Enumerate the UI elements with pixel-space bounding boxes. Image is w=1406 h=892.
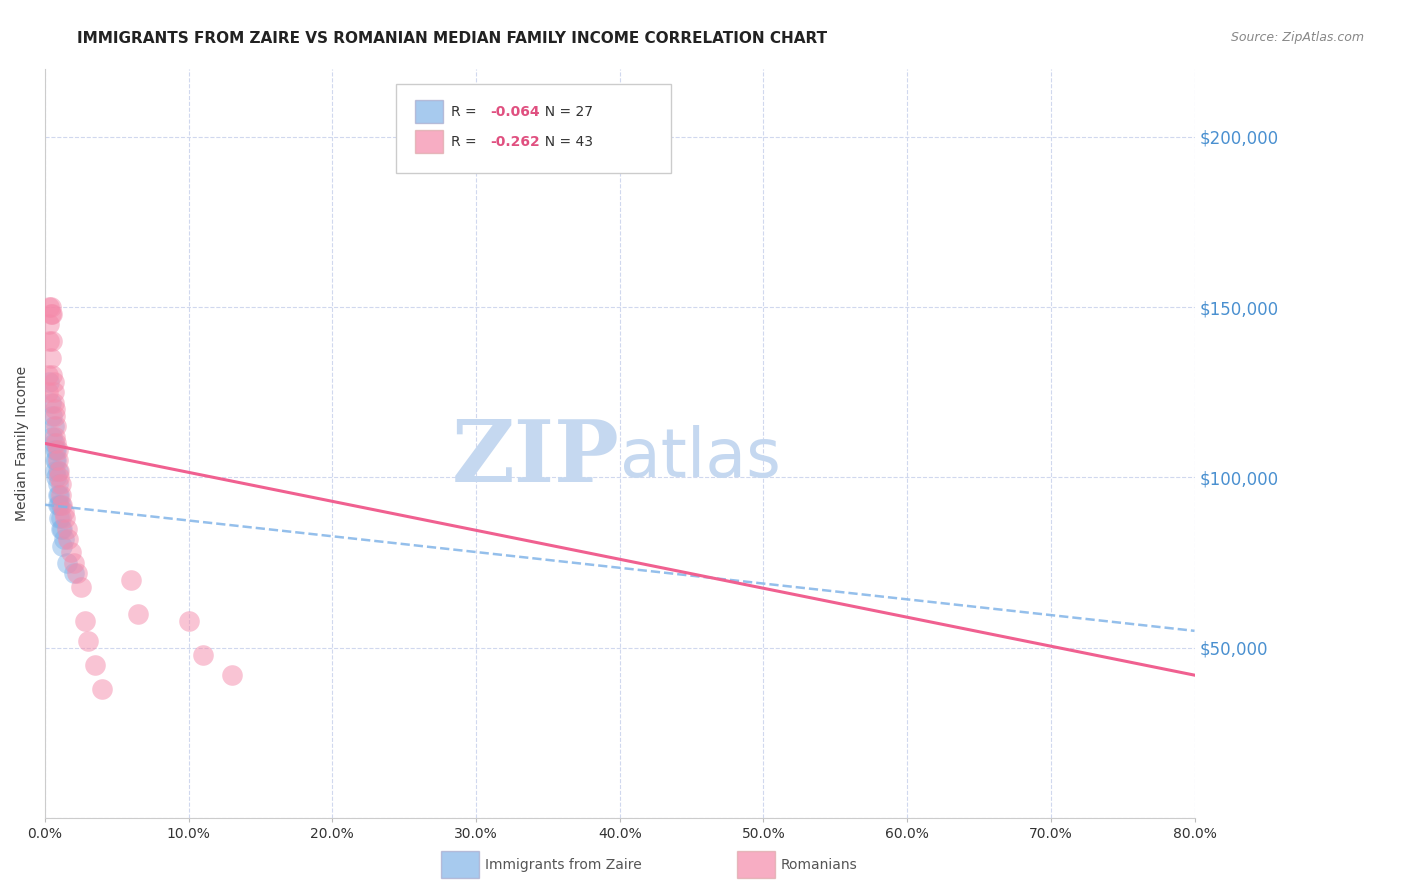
Point [49,498,72,512]
Text: Romanians: Romanians [780,858,858,872]
FancyBboxPatch shape [415,130,443,153]
Point [38,375,60,389]
Point [44,409,66,424]
Text: R =: R = [451,105,481,119]
Point [41,307,63,321]
Point [91,681,114,696]
Text: Source: ZipAtlas.com: Source: ZipAtlas.com [1230,31,1364,45]
Point [44,464,66,478]
Point [46,443,69,458]
Point [49,511,72,525]
Text: N = 27: N = 27 [536,105,593,119]
Point [46,487,69,501]
Point [41,334,63,348]
Point [44,429,66,443]
Point [52,532,75,546]
Point [37,385,59,400]
Point [44,453,66,467]
Text: ZIP: ZIP [451,417,620,500]
Point [46,453,69,467]
Point [38,334,60,348]
Point [65,566,87,580]
Point [120,573,142,587]
Point [38,300,60,314]
FancyBboxPatch shape [395,84,672,173]
Point [41,429,63,443]
Point [191,648,214,662]
Point [177,614,200,628]
Point [51,522,73,536]
Point [127,607,149,621]
Text: atlas: atlas [620,425,780,491]
Point [46,498,69,512]
Point [49,522,72,536]
Point [221,668,243,682]
Point [42,419,65,434]
Point [45,453,67,467]
Text: IMMIGRANTS FROM ZAIRE VS ROMANIAN MEDIAN FAMILY INCOME CORRELATION CHART: IMMIGRANTS FROM ZAIRE VS ROMANIAN MEDIAN… [77,31,828,46]
Point [39,351,62,366]
Point [39,300,62,314]
Point [38,317,60,331]
Point [75,614,97,628]
Point [52,505,75,519]
Point [46,464,69,478]
Point [37,368,59,383]
Point [42,436,65,450]
Point [55,522,77,536]
Point [59,545,82,559]
Point [49,487,72,501]
Point [42,375,65,389]
Point [56,532,79,546]
Point [45,443,67,458]
Point [48,487,70,501]
Point [51,498,73,512]
Text: R =: R = [451,135,481,149]
Point [45,470,67,484]
Text: -0.064: -0.064 [489,105,540,119]
Point [49,477,72,491]
Point [48,464,70,478]
Text: -0.262: -0.262 [489,135,540,149]
Point [45,419,67,434]
Text: Immigrants from Zaire: Immigrants from Zaire [485,858,641,872]
Point [39,395,62,409]
Point [48,498,70,512]
Y-axis label: Median Family Income: Median Family Income [15,366,30,521]
Point [46,477,69,491]
Point [42,385,65,400]
Point [44,402,66,417]
Point [41,368,63,383]
Point [62,566,84,580]
Point [77,634,100,648]
Point [48,470,70,484]
FancyBboxPatch shape [415,100,443,123]
Point [84,657,107,672]
Point [70,580,93,594]
Point [51,539,73,553]
Text: N = 43: N = 43 [536,135,593,149]
Point [41,409,63,424]
Point [62,556,84,570]
Point [48,511,70,525]
Point [42,395,65,409]
Point [39,307,62,321]
Point [45,436,67,450]
Point [53,511,76,525]
Point [44,443,66,458]
Point [55,556,77,570]
